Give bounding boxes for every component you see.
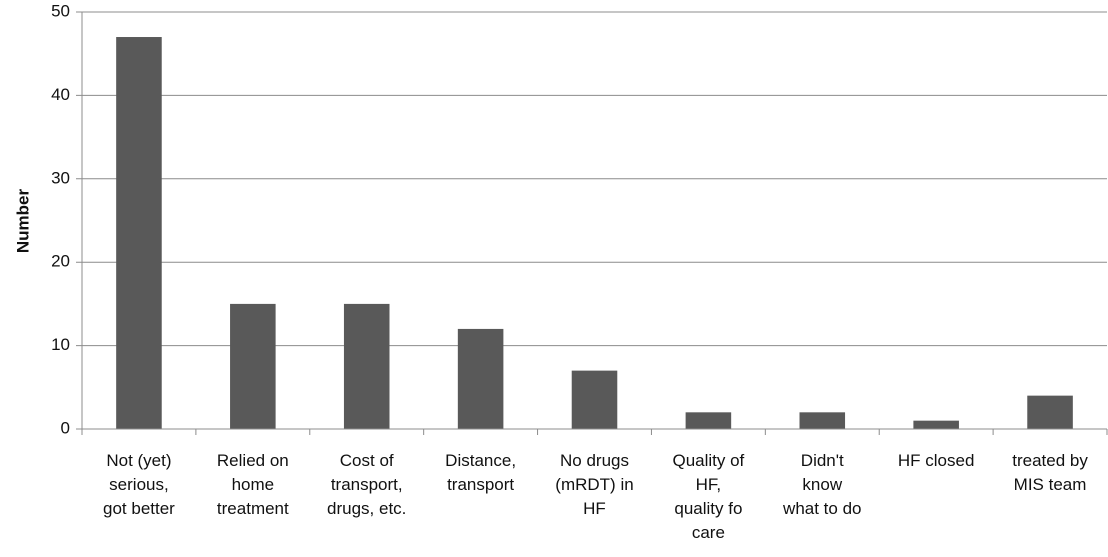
- x-tick-label: HF closed: [898, 451, 975, 470]
- bar: [799, 412, 846, 429]
- bar: [230, 303, 276, 429]
- y-tick-label: 30: [51, 168, 70, 187]
- y-axis-label: Number: [13, 189, 32, 254]
- bar: [913, 420, 959, 429]
- y-tick-label: 40: [51, 85, 70, 104]
- bar: [1027, 395, 1073, 429]
- bar: [343, 303, 390, 429]
- x-tick-label: Didn't know what to do: [782, 451, 861, 518]
- y-tick-label: 20: [51, 252, 70, 271]
- y-tick-label: 10: [51, 335, 70, 354]
- x-tick-label: Relied on home treatment: [217, 451, 289, 518]
- x-tick-label: Quality of HF, quality fo care: [672, 451, 744, 542]
- x-tick-label: Distance, transport: [445, 451, 516, 494]
- bar: [571, 370, 618, 429]
- bar: [457, 328, 504, 429]
- x-tick-label: Not (yet) serious, got better: [103, 451, 175, 518]
- bar: [116, 37, 162, 430]
- x-tick-label: Cost of transport, drugs, etc.: [327, 451, 406, 518]
- bar: [685, 412, 732, 429]
- x-tick-label: No drugs (mRDT) in HF: [555, 451, 633, 518]
- y-tick-label: 50: [51, 1, 70, 20]
- y-tick-label: 0: [61, 418, 70, 437]
- x-tick-label: treated by MIS team: [1012, 451, 1088, 494]
